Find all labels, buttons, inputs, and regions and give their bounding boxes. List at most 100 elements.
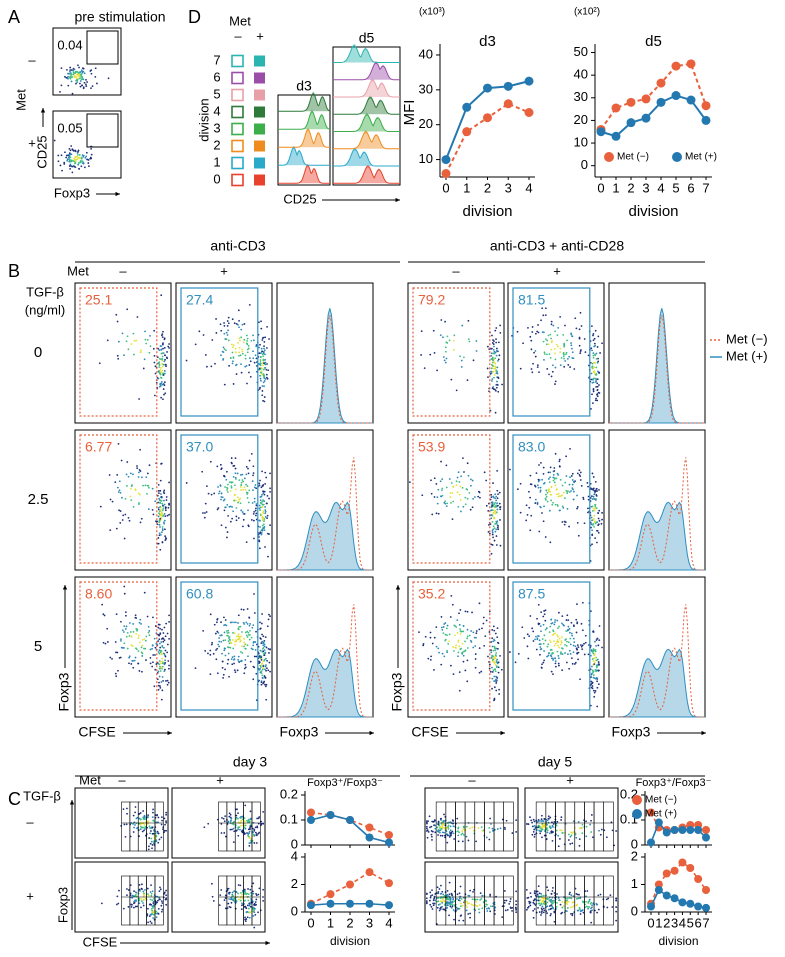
event-dot bbox=[160, 650, 163, 652]
event-dot bbox=[571, 487, 574, 490]
axis-label: CFSE bbox=[83, 934, 118, 949]
event-dot bbox=[125, 635, 128, 638]
event-dot bbox=[248, 827, 251, 830]
event-dot bbox=[539, 625, 542, 628]
event-dot bbox=[87, 165, 90, 168]
event-dot bbox=[143, 637, 146, 640]
event-dot bbox=[165, 897, 168, 900]
event-dot bbox=[573, 490, 575, 493]
event-dot bbox=[530, 895, 532, 898]
event-dot bbox=[166, 351, 168, 353]
event-dot bbox=[592, 523, 595, 525]
event-dot bbox=[574, 317, 577, 320]
event-dot bbox=[158, 357, 161, 360]
event-dot bbox=[264, 353, 266, 356]
event-dot bbox=[70, 73, 72, 76]
event-dot bbox=[458, 671, 461, 673]
event-dot bbox=[264, 516, 267, 518]
event-dot bbox=[232, 821, 235, 824]
event-dot bbox=[551, 364, 554, 367]
event-dot bbox=[496, 828, 499, 830]
event-dot bbox=[592, 352, 595, 355]
event-dot bbox=[242, 525, 244, 528]
event-dot bbox=[246, 630, 249, 633]
event-dot bbox=[478, 908, 480, 911]
event-dot bbox=[163, 521, 165, 524]
event-dot bbox=[246, 644, 249, 647]
event-dot bbox=[554, 484, 557, 487]
event-dot bbox=[596, 686, 599, 689]
data-point bbox=[686, 899, 695, 908]
event-dot bbox=[160, 652, 163, 655]
event-dot bbox=[554, 452, 557, 455]
event-dot bbox=[593, 497, 596, 500]
event-dot bbox=[76, 77, 79, 80]
event-dot bbox=[536, 893, 539, 896]
event-dot bbox=[140, 517, 143, 520]
event-dot bbox=[239, 817, 242, 819]
event-dot bbox=[152, 654, 155, 656]
event-dot bbox=[595, 644, 597, 647]
event-dot bbox=[161, 502, 164, 505]
event-dot bbox=[163, 384, 166, 387]
event-dot bbox=[152, 513, 155, 516]
event-dot bbox=[167, 660, 170, 662]
x-tick-label: 7 bbox=[702, 180, 709, 195]
histogram-met-minus bbox=[609, 604, 705, 718]
event-dot bbox=[580, 484, 583, 487]
event-dot bbox=[592, 354, 595, 357]
event-dot bbox=[495, 505, 498, 508]
event-dot bbox=[240, 908, 243, 910]
event-dot bbox=[431, 820, 434, 823]
event-dot bbox=[552, 673, 554, 676]
event-dot bbox=[266, 514, 269, 517]
event-dot bbox=[159, 505, 162, 508]
event-dot bbox=[252, 678, 255, 681]
event-dot bbox=[138, 888, 141, 891]
event-dot bbox=[67, 72, 70, 75]
event-dot bbox=[244, 824, 247, 827]
event-dot bbox=[252, 465, 255, 468]
event-dot bbox=[240, 371, 243, 374]
event-dot bbox=[550, 831, 553, 834]
event-dot bbox=[558, 625, 561, 628]
event-dot bbox=[493, 350, 496, 353]
group-header: anti-CD3 bbox=[210, 238, 265, 254]
event-dot bbox=[198, 330, 201, 333]
event-dot bbox=[247, 509, 249, 512]
event-dot bbox=[165, 820, 167, 823]
event-dot bbox=[228, 815, 231, 818]
event-dot bbox=[461, 832, 464, 835]
event-dot bbox=[132, 623, 135, 625]
event-dot bbox=[115, 313, 118, 316]
event-dot bbox=[153, 394, 156, 397]
event-dot bbox=[496, 383, 498, 386]
event-dot bbox=[529, 496, 532, 499]
factor-label: Met bbox=[229, 13, 251, 28]
event-dot bbox=[226, 662, 229, 665]
event-dot bbox=[456, 619, 459, 622]
event-dot bbox=[140, 906, 142, 909]
event-dot bbox=[164, 635, 167, 638]
event-dot bbox=[248, 916, 251, 919]
division-label: 7 bbox=[213, 52, 220, 67]
event-dot bbox=[162, 363, 165, 366]
event-dot bbox=[573, 641, 576, 644]
event-dot bbox=[479, 496, 481, 499]
event-dot bbox=[591, 681, 594, 684]
event-dot bbox=[149, 891, 152, 893]
event-dot bbox=[161, 902, 164, 904]
event-dot bbox=[114, 672, 117, 675]
event-dot bbox=[537, 826, 540, 829]
event-dot bbox=[551, 906, 554, 909]
event-dot bbox=[213, 623, 216, 626]
event-dot bbox=[590, 907, 592, 910]
event-dot bbox=[565, 455, 568, 458]
event-dot bbox=[440, 892, 443, 895]
event-dot bbox=[114, 481, 117, 484]
event-dot bbox=[589, 902, 592, 905]
event-dot bbox=[264, 651, 267, 654]
event-dot bbox=[478, 628, 481, 631]
event-dot bbox=[227, 629, 230, 632]
event-dot bbox=[550, 486, 553, 489]
